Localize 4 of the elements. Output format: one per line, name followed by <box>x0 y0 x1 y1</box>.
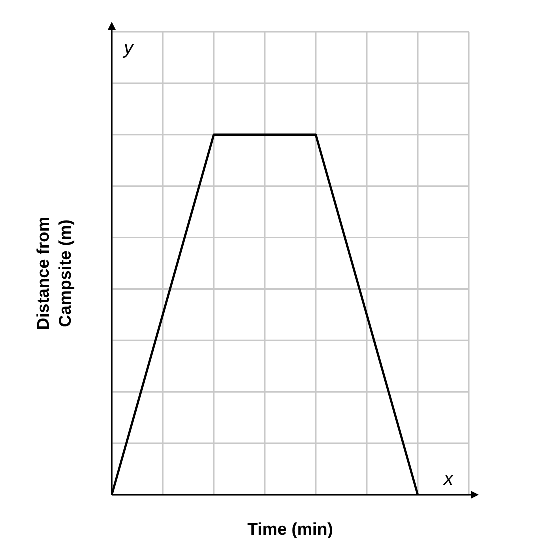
annotation: x <box>443 469 455 490</box>
y-axis-title: Distance from Campsite (m) <box>34 216 75 330</box>
text: y <box>122 38 135 59</box>
x-axis-title: Time (min) <box>248 520 334 539</box>
